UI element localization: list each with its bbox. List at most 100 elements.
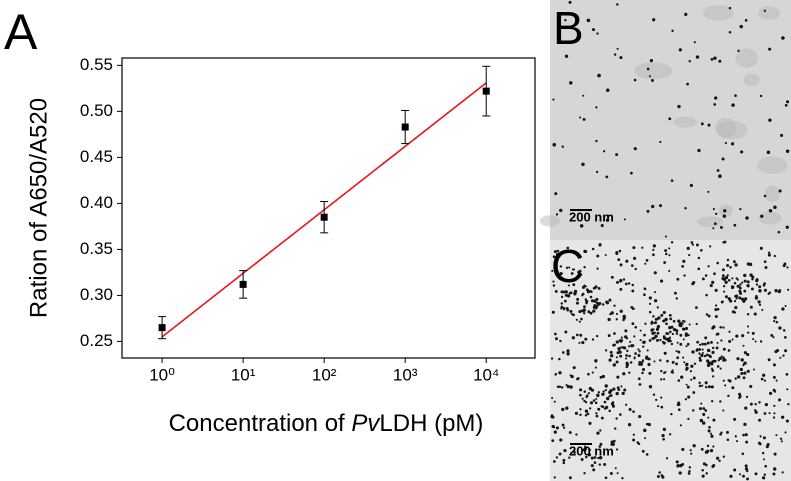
particle: [697, 148, 701, 153]
particle: [634, 267, 637, 271]
particle: [688, 470, 691, 473]
particle: [733, 468, 737, 472]
particle: [647, 422, 651, 427]
particle: [656, 306, 659, 309]
particle: [594, 285, 598, 289]
particle: [724, 276, 729, 280]
particle: [554, 289, 558, 293]
particle: [670, 371, 673, 374]
particle: [566, 352, 570, 356]
particle: [752, 338, 755, 341]
particle: [706, 359, 710, 363]
particle: [754, 410, 758, 414]
particle: [747, 331, 750, 334]
particle: [671, 360, 675, 364]
particle: [607, 214, 610, 217]
particle: [564, 290, 568, 294]
particle: [664, 249, 668, 253]
particle: [709, 448, 714, 453]
particle: [731, 386, 735, 390]
particle: [726, 258, 730, 262]
particle: [710, 58, 714, 61]
particle: [751, 278, 754, 281]
particle: [722, 326, 725, 329]
particle: [653, 360, 656, 363]
particle: [596, 267, 599, 270]
particle: [707, 123, 711, 127]
particle: [670, 325, 674, 329]
particle: [584, 447, 588, 451]
particle: [727, 278, 731, 282]
particle: [787, 402, 790, 406]
particle: [704, 409, 708, 412]
particle: [723, 290, 726, 293]
particle: [619, 309, 623, 313]
particle: [592, 305, 596, 309]
particle: [664, 317, 668, 322]
particle: [576, 297, 580, 301]
particle: [592, 28, 596, 32]
particle: [782, 264, 786, 268]
particle: [581, 162, 585, 167]
particle: [773, 390, 777, 393]
particle: [575, 333, 579, 337]
particle: [763, 260, 767, 264]
particle: [662, 378, 666, 381]
particle: [695, 322, 698, 326]
particle: [720, 431, 723, 434]
particle: [551, 424, 555, 429]
particle: [742, 376, 746, 380]
particle: [578, 256, 581, 259]
particle: [674, 291, 677, 295]
particle: [758, 401, 761, 404]
particle: [712, 207, 715, 211]
particle: [659, 359, 662, 362]
particle: [590, 456, 594, 460]
particle: [785, 149, 790, 153]
particle: [631, 289, 635, 293]
particle: [622, 316, 626, 320]
particle: [728, 330, 731, 333]
particle: [697, 256, 701, 260]
particle: [703, 354, 707, 358]
particle: [664, 371, 667, 374]
particle: [624, 282, 628, 286]
particle: [784, 349, 788, 353]
particle: [579, 408, 582, 411]
particle: [698, 384, 702, 388]
particle: [643, 293, 646, 297]
particle: [700, 447, 704, 451]
particle: [727, 379, 730, 382]
particle: [615, 417, 618, 420]
particle: [749, 384, 753, 389]
particle: [657, 316, 661, 320]
panel-label: A: [4, 4, 38, 60]
particle: [696, 340, 699, 344]
particle: [616, 386, 620, 390]
particle: [743, 273, 747, 278]
particle: [711, 346, 715, 350]
particle: [722, 347, 726, 351]
particle: [726, 438, 730, 442]
particle: [760, 377, 764, 381]
particle: [702, 407, 706, 410]
x-axis-title-part: LDH (pM): [379, 410, 483, 437]
particle: [656, 405, 660, 408]
particle: [683, 328, 686, 331]
data-point: [239, 280, 247, 288]
particle: [584, 455, 588, 459]
particle: [772, 375, 776, 379]
particle: [591, 371, 594, 374]
particle: [605, 218, 610, 222]
particle: [558, 452, 562, 456]
particle: [686, 342, 690, 346]
particle: [652, 248, 655, 251]
particle: [742, 433, 745, 437]
particle: [566, 349, 570, 353]
particle: [736, 357, 740, 361]
particle: [552, 98, 555, 101]
particle: [687, 395, 691, 399]
particle: [595, 106, 598, 109]
particle: [667, 337, 671, 342]
panel-label: B: [553, 2, 584, 54]
